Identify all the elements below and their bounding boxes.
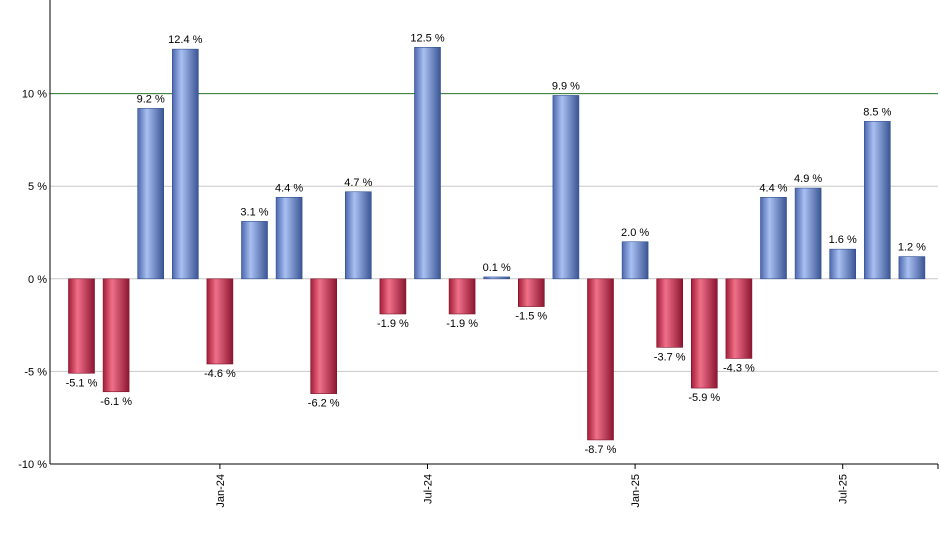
y-tick-label: 10 % — [22, 89, 47, 101]
bar — [414, 46, 441, 280]
bar-value-label: -1.5 % — [515, 311, 547, 323]
bar-value-label: -6.1 % — [100, 396, 132, 408]
bar — [621, 241, 649, 280]
bar-value-label: -6.2 % — [308, 398, 340, 410]
bar — [68, 278, 95, 374]
bar-value-label: -1.9 % — [446, 318, 478, 330]
bar-value-label: 4.4 % — [275, 182, 303, 194]
bar — [483, 276, 511, 280]
bar — [794, 187, 822, 280]
bar-value-label: 1.2 % — [898, 242, 926, 254]
bar-value-label: 12.5 % — [410, 32, 444, 44]
bar-value-label: 1.6 % — [829, 234, 857, 246]
bar-value-label: -5.9 % — [688, 392, 720, 404]
bar-value-label: 9.9 % — [552, 80, 580, 92]
bar-value-label: -5.1 % — [66, 377, 98, 389]
x-tick-label: Jan-24 — [215, 474, 227, 508]
bar-value-label: 4.9 % — [794, 173, 822, 185]
axes: -10 % -5 % 0 % 5 % 10 % Jan-24 Jul-24 Jan-25 Jul… — [18, 0, 939, 508]
bar — [275, 197, 303, 280]
bar-value-label: 4.7 % — [344, 177, 372, 189]
bar — [379, 278, 407, 315]
bar — [552, 95, 580, 280]
bar-value-label: 3.1 % — [240, 206, 268, 218]
bar — [587, 278, 614, 441]
bar-value-label: -1.9 % — [377, 318, 409, 330]
bar — [344, 191, 372, 280]
bar-value-label: -4.3 % — [723, 362, 755, 374]
x-tick-label: Jan-25 — [630, 474, 642, 508]
bar — [725, 278, 753, 359]
y-tick-label: 5 % — [28, 181, 47, 193]
bar — [241, 221, 268, 280]
bar — [172, 48, 199, 280]
bar — [206, 278, 234, 365]
bar-value-label: -8.7 % — [585, 444, 617, 456]
bar-value-label: 8.5 % — [863, 106, 891, 118]
bar — [517, 278, 545, 307]
bar-value-label: -4.6 % — [204, 368, 236, 380]
value-labels: -5.1 %-6.1 % 9.2 % 12.4 % -4.6 % 3.1 % 4.4 % -… — [66, 32, 927, 456]
bar-value-label: 4.4 % — [759, 182, 787, 194]
bar — [137, 108, 164, 280]
bar-value-label: 2.0 % — [621, 227, 649, 239]
bar — [760, 197, 787, 280]
bar — [310, 278, 338, 394]
bar-value-label: 9.2 % — [137, 93, 165, 105]
bar — [690, 278, 718, 389]
bar-value-label: -3.7 % — [654, 351, 686, 363]
bar — [448, 278, 476, 315]
y-tick-label: 0 % — [28, 274, 47, 286]
x-tick-label: Jul-24 — [423, 474, 435, 504]
bar — [829, 248, 857, 280]
bar — [898, 256, 926, 280]
y-tick-label: -10 % — [18, 459, 47, 471]
bar — [102, 278, 130, 393]
bar — [656, 278, 684, 348]
x-tick-label: Jul-25 — [838, 474, 850, 504]
bars — [68, 46, 926, 441]
y-tick-label: -5 % — [24, 366, 47, 378]
bar-value-label: 12.4 % — [168, 34, 202, 46]
bar — [863, 121, 891, 280]
bar-value-label: 0.1 % — [483, 262, 511, 274]
